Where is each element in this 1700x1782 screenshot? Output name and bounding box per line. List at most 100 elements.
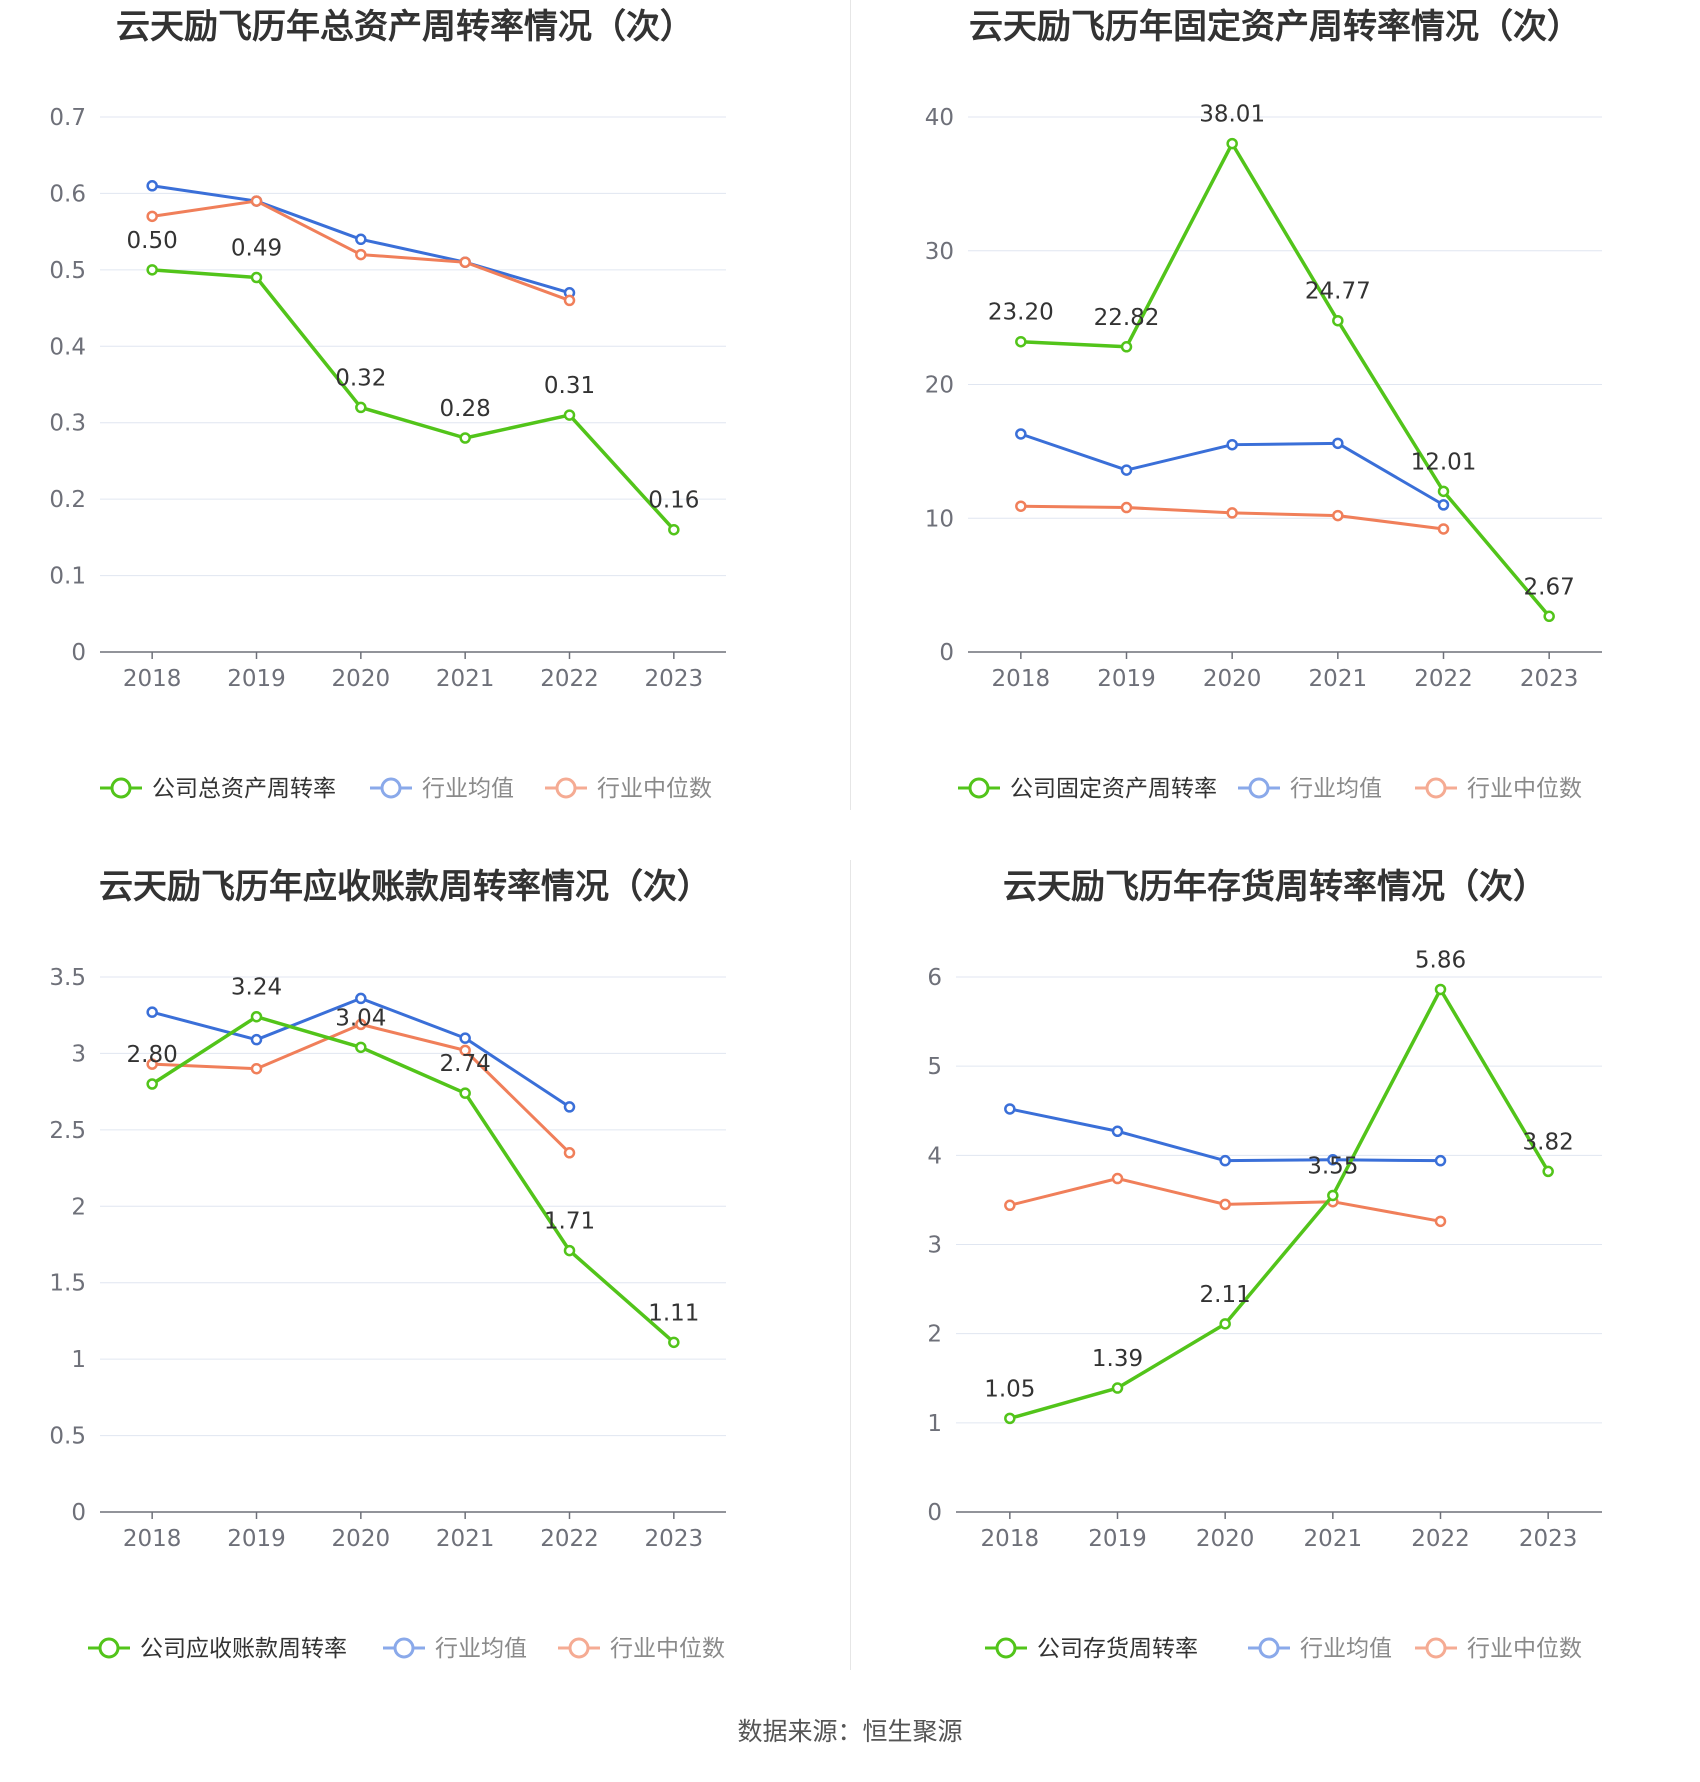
legend-marker — [98, 1637, 120, 1659]
data-label: 0.31 — [544, 373, 595, 399]
x-tick-label: 2022 — [1411, 1526, 1470, 1552]
data-point — [1226, 137, 1238, 150]
data-point — [1434, 1154, 1447, 1167]
data-point — [1111, 1382, 1124, 1394]
data-label: 5.86 — [1415, 947, 1466, 973]
data-label: 2.80 — [127, 1042, 178, 1068]
legend-label: 行业中位数 — [610, 1636, 725, 1662]
data-point — [146, 1006, 158, 1018]
data-point — [563, 294, 576, 307]
data-point — [563, 1244, 576, 1257]
x-tick-label: 2018 — [123, 666, 182, 692]
y-tick-label: 5 — [927, 1054, 942, 1080]
chart-panel-fixed-asset-turnover: 云天励飞历年固定资产周转率情况（次） 0 10 20 30 40 2018 2019 2020 2… — [850, 0, 1700, 860]
data-point — [1015, 500, 1027, 512]
y-tick-label: 2 — [927, 1322, 942, 1348]
y-tick-label: 30 — [925, 239, 954, 265]
legend-label: 行业中位数 — [1467, 776, 1582, 802]
y-tick-label: 0 — [927, 1500, 942, 1526]
x-tick-label: 2018 — [123, 1526, 182, 1552]
legend-marker — [110, 777, 132, 799]
x-tick-label: 2022 — [540, 666, 599, 692]
y-tick-label: 10 — [925, 506, 954, 532]
legend-label: 公司存货周转率 — [1037, 1636, 1198, 1662]
data-label: 3.04 — [335, 1005, 386, 1031]
x-tick-label: 2022 — [540, 1526, 599, 1552]
x-tick-label: 2023 — [1519, 1526, 1578, 1552]
data-point — [459, 1044, 471, 1057]
chart-panel-total-asset-turnover: 云天励飞历年总资产周转率情况（次） 0 0.1 0.2 0.3 0.4 0.5 0.6 0.7 2… — [0, 0, 850, 860]
legend-label: 行业均值 — [1300, 1636, 1392, 1662]
legend-marker — [380, 777, 402, 799]
data-point — [1542, 1165, 1554, 1178]
series-line — [151, 1014, 675, 1344]
y-tick-label: 40 — [925, 105, 954, 131]
data-point — [1226, 438, 1238, 451]
data-label: 2.11 — [1200, 1282, 1251, 1308]
x-tick-label: 2018 — [981, 1526, 1040, 1552]
vertical-divider-bottom — [850, 860, 851, 1670]
y-tick-label: 0 — [71, 1500, 86, 1526]
data-label: 2.74 — [440, 1051, 491, 1077]
x-tick-label: 2019 — [227, 666, 286, 692]
data-point — [1332, 509, 1344, 522]
data-point — [146, 1058, 158, 1070]
chart-title: 云天励飞历年总资产周转率情况（次） — [116, 7, 694, 47]
y-tick-label: 3 — [71, 1041, 86, 1067]
data-point — [146, 210, 158, 223]
legend-marker — [1425, 777, 1447, 799]
data-point — [1327, 1189, 1339, 1202]
x-tick-label: 2020 — [1196, 1526, 1255, 1552]
y-tick-label: 0.6 — [49, 181, 86, 207]
legend-marker — [555, 777, 577, 799]
x-tick-label: 2019 — [1088, 1526, 1147, 1552]
y-tick-label: 2 — [71, 1194, 86, 1220]
legend-label: 公司固定资产周转率 — [1010, 776, 1217, 802]
legend-label: 公司应收账款周转率 — [140, 1636, 347, 1662]
data-point — [459, 1032, 471, 1044]
y-tick-label: 0.5 — [49, 1424, 86, 1450]
series-line — [1009, 987, 1550, 1421]
data-point — [1120, 341, 1133, 353]
chart-title: 云天励飞历年存货周转率情况（次） — [1003, 867, 1547, 907]
legend-label: 行业均值 — [1290, 776, 1382, 802]
data-label: 0.16 — [648, 488, 699, 514]
chart-panel-inventory-turnover: 云天励飞历年存货周转率情况（次） 0 1 2 3 4 5 6 2018 2019 2020 2021 2… — [850, 860, 1700, 1720]
data-point — [1219, 1154, 1231, 1167]
data-point — [1437, 499, 1450, 511]
data-point — [146, 1078, 158, 1090]
data-point — [459, 256, 471, 268]
chart-title: 云天励飞历年固定资产周转率情况（次） — [969, 7, 1581, 47]
data-point — [355, 248, 367, 261]
data-label: 3.82 — [1523, 1129, 1574, 1155]
data-point — [1437, 523, 1450, 535]
data-label: 38.01 — [1199, 102, 1265, 128]
legend-label: 公司总资产周转率 — [152, 776, 336, 802]
y-tick-label: 3.5 — [49, 965, 86, 991]
chart-svg: 云天励飞历年固定资产周转率情况（次） 0 10 20 30 40 2018 2019 2020 2… — [925, 7, 1602, 802]
chart-svg: 云天励飞历年存货周转率情况（次） 0 1 2 3 4 5 6 2018 2019 2020 2021 2… — [927, 867, 1602, 1662]
legend-label: 行业均值 — [422, 776, 514, 802]
data-point — [1015, 428, 1027, 440]
data-point — [1226, 507, 1238, 519]
x-tick-label: 2021 — [436, 666, 495, 692]
data-point — [250, 195, 263, 207]
x-tick-label: 2023 — [645, 1526, 704, 1552]
x-tick-label: 2019 — [1097, 666, 1156, 692]
data-point — [250, 1062, 263, 1075]
data-point — [355, 1018, 367, 1031]
y-tick-label: 20 — [925, 373, 954, 399]
data-point — [1015, 335, 1027, 348]
x-tick-label: 2023 — [1520, 666, 1579, 692]
data-point — [1111, 1125, 1124, 1138]
legend-marker — [995, 1637, 1017, 1659]
data-point — [1437, 485, 1450, 498]
data-label: 12.01 — [1411, 449, 1477, 475]
x-tick-label: 2018 — [992, 666, 1051, 692]
x-tick-label: 2021 — [1309, 666, 1368, 692]
chart-panel-receivables-turnover: 云天励飞历年应收账款周转率情况（次） 0 0.5 1 1.5 2 2.5 3 3.5 2018 20… — [0, 860, 850, 1720]
data-label: 0.50 — [127, 228, 178, 254]
y-tick-label: 0.1 — [49, 564, 86, 590]
legend-marker — [1258, 1637, 1280, 1659]
data-point — [1004, 1103, 1016, 1115]
